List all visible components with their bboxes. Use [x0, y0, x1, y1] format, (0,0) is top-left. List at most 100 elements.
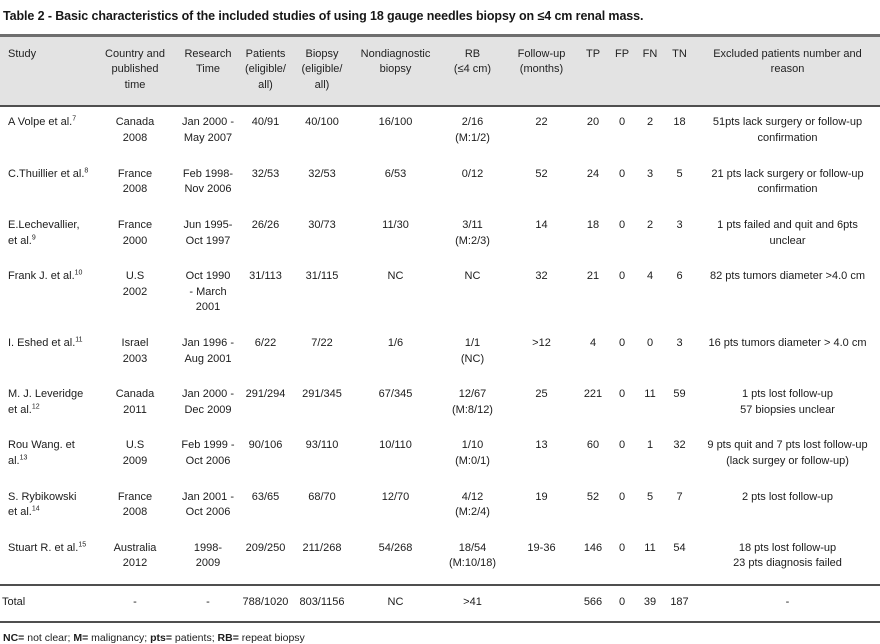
column-header-biopsy: Biopsy (eligible/ all): [293, 33, 351, 108]
study-cell: Frank J. et al.10: [0, 261, 92, 328]
column-header-fn: FN: [636, 33, 664, 108]
excluded-cell: 18 pts lost follow-up 23 pts diagnosis f…: [733, 541, 842, 570]
fn-cell: 11: [644, 541, 656, 554]
rb-cell: 3/11 (M:2/3): [455, 218, 490, 247]
total-biopsy-cell: 803/1156: [293, 584, 351, 623]
study-cell: M. J. Leveridge et al.12: [0, 379, 92, 430]
followup-cell: >12: [532, 336, 551, 349]
patients-cell: 26/26: [251, 218, 280, 231]
study-name: Total: [2, 596, 26, 609]
rb-cell: 2/16 (M:1/2): [455, 116, 490, 145]
fp-cell: 0: [618, 490, 626, 503]
nondiagnostic-cell: 1/6: [387, 336, 404, 349]
research-cell: 1998- 2009: [193, 541, 223, 570]
tn-cell: 54: [673, 541, 686, 554]
fp-cell: 0: [618, 388, 626, 401]
total-tn-cell: 187: [664, 584, 695, 623]
research-cell: Jan 1996 - Aug 2001: [182, 336, 234, 365]
footnote-term: RB=: [217, 631, 239, 644]
patients-cell: 209/250: [245, 541, 286, 554]
country-cell: France 2008: [117, 490, 153, 519]
column-header-research: Research Time: [178, 33, 238, 108]
table-caption: Table 2 - Basic characteristics of the i…: [3, 9, 644, 23]
followup-cell: 19-36: [527, 541, 556, 554]
biopsy-cell: 32/53: [308, 167, 336, 180]
country-cell: U.S 2002: [122, 270, 148, 298]
total-fp-cell: 0: [608, 584, 636, 623]
study-name: E.Lechevallier, et al.: [8, 218, 80, 247]
tp-cell: 21: [586, 270, 600, 283]
rb-cell: 12/67 (M:8/12): [452, 388, 493, 416]
reference-superscript: 7: [72, 115, 77, 123]
fp-cell: 0: [618, 336, 626, 349]
research-cell: Jan 2000 - May 2007: [182, 116, 234, 145]
table-row: E.Lechevallier, et al.9 France 2000 Jun 19…: [0, 210, 880, 261]
studies-table: Study Country and published time Research …: [0, 33, 880, 623]
biopsy-cell: 40/100: [305, 116, 339, 129]
tn-cell: 6: [676, 270, 683, 283]
tn-cell: 59: [673, 388, 686, 401]
fp-cell: 0: [618, 439, 626, 452]
nondiagnostic-cell: 11/30: [382, 218, 409, 231]
followup-cell: 32: [535, 270, 548, 283]
biopsy-cell: 291/345: [302, 388, 342, 401]
column-header-country: Country and published time: [92, 33, 178, 108]
study-cell: S. Rybikowski et al.14: [0, 482, 92, 533]
reference-superscript: 11: [75, 336, 83, 344]
tp-cell: 4: [589, 336, 597, 349]
research-cell: Jan 2001 - Oct 2006: [182, 490, 234, 519]
nondiagnostic-cell: 67/345: [378, 388, 413, 401]
fp-cell: 0: [618, 270, 626, 283]
study-cell: I. Eshed et al.11: [0, 328, 92, 379]
country-cell: Canada 2011: [115, 388, 155, 416]
patients-cell: 6/22: [254, 336, 277, 349]
followup-cell: 52: [535, 167, 548, 180]
rb-cell: 18/54 (M:10/18): [448, 541, 497, 570]
column-header-rb: RB (≤4 cm): [440, 33, 505, 108]
fn-cell: 0: [646, 336, 654, 349]
fn-cell: 11: [644, 388, 656, 401]
tp-cell: 18: [586, 218, 600, 231]
total-followup-cell: [505, 584, 578, 623]
fn-cell: 3: [646, 167, 654, 180]
fn-cell: 2: [646, 218, 654, 231]
excluded-cell: 1 pts lost follow-up 57 biopsies unclear: [740, 388, 835, 416]
tn-cell: 7: [676, 490, 683, 503]
fp-cell: 0: [618, 116, 626, 129]
tp-cell: 221: [583, 388, 603, 401]
patients-cell: 40/91: [251, 116, 280, 129]
fn-cell: 5: [646, 490, 654, 503]
footnote-description: not clear;: [24, 631, 74, 644]
biopsy-cell: 93/110: [305, 439, 339, 452]
tp-cell: 20: [586, 116, 600, 129]
table-header-row: Study Country and published time Research …: [0, 33, 880, 108]
country-cell: U.S 2009: [122, 439, 148, 467]
rb-cell: 1/10 (M:0/1): [455, 439, 490, 467]
excluded-cell: 9 pts quit and 7 pts lost follow-up (lac…: [707, 439, 868, 467]
research-cell: Feb 1998- Nov 2006: [182, 167, 234, 196]
fn-cell: 2: [646, 116, 654, 129]
table-row: C.Thuillier et al.8 France 2008 Feb 1998- …: [0, 159, 880, 210]
total-rb-cell: >41: [440, 584, 505, 623]
biopsy-cell: 7/22: [311, 336, 333, 349]
patients-cell: 63/65: [251, 490, 280, 503]
table-row: Stuart R. et al.15 Australia 2012 1998- 20…: [0, 533, 880, 585]
study-name: C.Thuillier et al.: [8, 167, 85, 180]
excluded-cell: 21 pts lack surgery or follow-up confirm…: [711, 167, 864, 196]
table-row: S. Rybikowski et al.14 France 2008 Jan 200…: [0, 482, 880, 533]
footnote-description: malignancy;: [88, 631, 151, 644]
excluded-cell: 82 pts tumors diameter >4.0 cm: [710, 270, 865, 283]
patients-cell: 31/113: [249, 270, 282, 283]
footnote-term: M=: [73, 631, 89, 644]
country-cell: Canada 2008: [115, 116, 155, 145]
study-cell: E.Lechevallier, et al.9: [0, 210, 92, 261]
fn-cell: 4: [646, 270, 654, 283]
total-excluded-cell: -: [695, 584, 880, 623]
column-header-nondiagnostic: Nondiagnostic biopsy: [351, 33, 440, 108]
table-row: A Volpe et al.7 Canada 2008 Jan 2000 - May…: [0, 106, 880, 158]
biopsy-cell: 211/268: [302, 541, 342, 554]
footnote: NC= not clear; M= malignancy; pts= patie…: [0, 623, 880, 644]
fn-cell: 1: [646, 439, 654, 452]
total-country-cell: -: [92, 584, 178, 623]
